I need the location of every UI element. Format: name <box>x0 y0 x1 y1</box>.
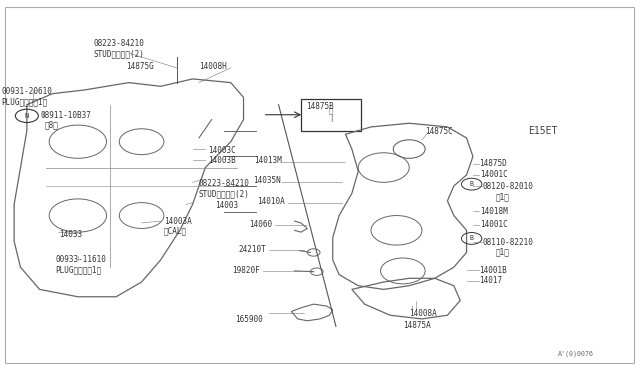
Text: 19820F: 19820F <box>232 266 259 275</box>
Text: 14003B: 14003B <box>209 156 236 166</box>
Text: 08110-82210: 08110-82210 <box>483 238 533 247</box>
Text: 08911-10B37: 08911-10B37 <box>41 111 92 121</box>
Text: ⌒
|: ⌒ | <box>329 108 333 122</box>
Text: 00933-11610: 00933-11610 <box>56 255 106 264</box>
Text: 14018M: 14018M <box>481 206 508 216</box>
Text: STUDスタッド(2): STUDスタッド(2) <box>199 189 250 198</box>
Text: 08223-84210: 08223-84210 <box>199 179 250 187</box>
Text: 14875D: 14875D <box>479 159 507 169</box>
Text: 14003C: 14003C <box>209 147 236 155</box>
Text: PLUGプラグ（1）: PLUGプラグ（1） <box>56 266 102 275</box>
Text: 14875B: 14875B <box>306 102 333 111</box>
Text: 00931-20610: 00931-20610 <box>1 87 52 96</box>
Text: （1）: （1） <box>495 193 509 202</box>
Text: N: N <box>25 113 29 119</box>
Text: B: B <box>470 181 474 187</box>
Text: STUDスタッド(2): STUDスタッド(2) <box>94 49 145 58</box>
Text: 14013M: 14013M <box>254 155 282 165</box>
Text: 14001C: 14001C <box>481 170 508 179</box>
Text: PLUGプラグ（1）: PLUGプラグ（1） <box>1 97 47 106</box>
Text: 14008H: 14008H <box>199 61 227 71</box>
Text: 08223-84210: 08223-84210 <box>94 39 145 48</box>
Text: （8）: （8） <box>45 121 59 129</box>
Text: E15ET: E15ET <box>529 126 557 136</box>
Text: 24210T: 24210T <box>238 245 266 254</box>
Text: 14003A: 14003A <box>164 217 191 225</box>
Text: 14875G: 14875G <box>125 61 154 71</box>
Text: A'(0)0076: A'(0)0076 <box>558 351 594 357</box>
Text: 14001B: 14001B <box>479 266 507 275</box>
Text: 14003: 14003 <box>215 201 238 210</box>
Text: B: B <box>470 235 474 241</box>
Text: 14060: 14060 <box>249 220 272 229</box>
Text: （1）: （1） <box>495 247 509 256</box>
Text: 165900: 165900 <box>235 315 262 324</box>
Text: 14035N: 14035N <box>253 176 280 185</box>
Text: 14010A: 14010A <box>257 197 285 206</box>
Text: 14008A: 14008A <box>409 309 437 318</box>
Text: （CAL）: （CAL） <box>164 227 187 235</box>
Text: 14001C: 14001C <box>481 220 508 229</box>
Text: 14033: 14033 <box>59 230 82 239</box>
Text: 14017: 14017 <box>479 276 502 285</box>
Text: 08120-82010: 08120-82010 <box>483 182 533 191</box>
Text: 14875C: 14875C <box>425 127 453 136</box>
Text: 14875A: 14875A <box>403 321 431 330</box>
